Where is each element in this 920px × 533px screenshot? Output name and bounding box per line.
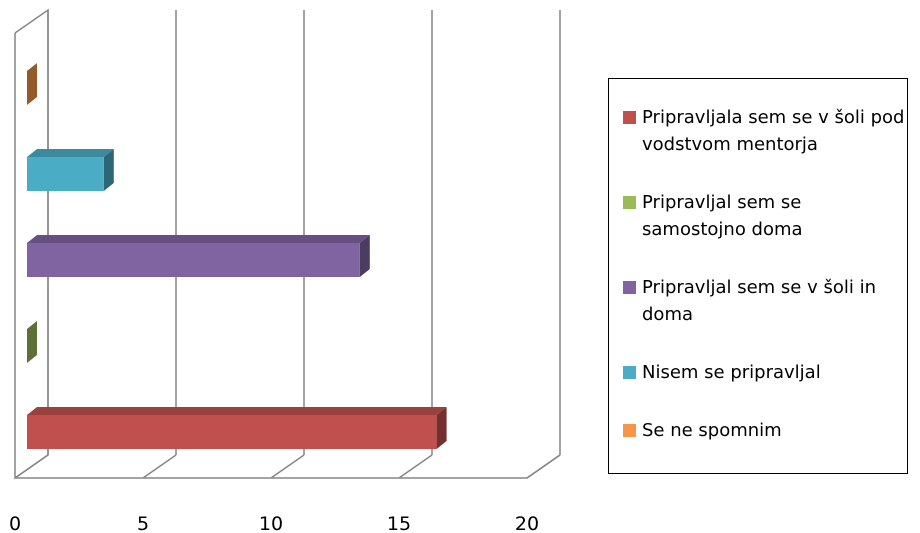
x-tick-label: 0 xyxy=(9,513,21,533)
legend-label: Nisem se pripravljal xyxy=(642,361,821,383)
legend-swatch xyxy=(623,111,636,125)
floor-grid-line xyxy=(398,454,433,479)
chart: 0 5 10 15 20 xyxy=(9,8,561,533)
bar-top xyxy=(27,407,447,415)
bar-side xyxy=(103,149,114,191)
legend-item: Se ne spomnim xyxy=(623,417,907,444)
legend-label: Se ne spomnim xyxy=(642,419,782,441)
floor-grid-line xyxy=(14,454,49,479)
legend-item: Pripravljal sem se v šoli in doma xyxy=(623,274,907,328)
x-tick-label: 5 xyxy=(137,513,149,533)
bar-group xyxy=(27,235,370,277)
x-tick-label: 10 xyxy=(259,513,283,533)
bar-side xyxy=(27,63,37,105)
bar-group xyxy=(27,321,37,363)
bar-side xyxy=(436,407,447,449)
legend-label: Pripravljal sem se v šoli in doma xyxy=(642,276,876,325)
bar-top xyxy=(27,235,370,243)
bar-side xyxy=(359,235,370,277)
legend-item: Pripravljal sem se samostojno doma xyxy=(623,189,907,243)
legend-label: Pripravljala sem se v šoli pod vodstvom … xyxy=(642,107,905,156)
bar-top xyxy=(27,149,114,157)
legend-item: Pripravljala sem se v šoli pod vodstvom … xyxy=(623,104,907,158)
legend-swatch xyxy=(623,365,636,379)
legend-item: Nisem se pripravljal xyxy=(623,359,907,386)
bar xyxy=(27,243,360,277)
floor-grid-line xyxy=(270,454,305,479)
floor-grid-line xyxy=(142,454,177,479)
legend-swatch xyxy=(623,196,636,210)
bar-group xyxy=(27,63,37,105)
x-tick-label: 15 xyxy=(387,513,411,533)
bar xyxy=(27,157,104,191)
x-tick-label: 20 xyxy=(515,513,539,533)
legend-swatch xyxy=(623,423,636,437)
legend-swatch xyxy=(623,280,636,294)
legend-label: Pripravljal sem se samostojno doma xyxy=(642,192,803,241)
bar-group xyxy=(27,149,114,191)
bar-side xyxy=(27,321,37,363)
legend: Pripravljala sem se v šoli pod vodstvom … xyxy=(608,78,908,474)
bar-group xyxy=(27,407,447,449)
bar xyxy=(27,415,437,449)
floor-grid-line xyxy=(526,454,561,479)
